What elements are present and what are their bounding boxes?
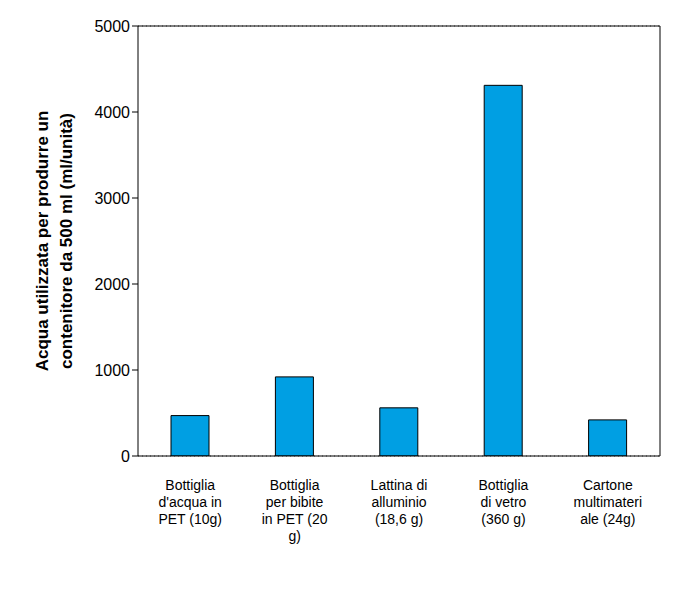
svg-text:Bottigliaper bibitein PET (20g: Bottigliaper bibitein PET (20g) [262, 477, 328, 544]
svg-text:contenitore da 500 ml (ml/uni: contenitore da 500 ml (ml/unità) [57, 113, 76, 369]
svg-text:5000: 5000 [94, 18, 130, 35]
svg-text:1000: 1000 [94, 362, 130, 379]
svg-text:Bottigliadi vetro(360 g): Bottigliadi vetro(360 g) [478, 477, 528, 527]
svg-text:Acqua utilizzata per produrre: Acqua utilizzata per produrre un [33, 111, 52, 372]
svg-text:Bottigliad'acqua inPET (10g): Bottigliad'acqua inPET (10g) [158, 477, 222, 527]
svg-text:2000: 2000 [94, 276, 130, 293]
svg-text:0: 0 [121, 448, 130, 465]
svg-text:Cartonemultimateriale (24g): Cartonemultimateriale (24g) [574, 477, 642, 527]
svg-text:4000: 4000 [94, 104, 130, 121]
svg-text:3000: 3000 [94, 190, 130, 207]
svg-text:Lattina dialluminio(18,6 g): Lattina dialluminio(18,6 g) [371, 477, 428, 527]
